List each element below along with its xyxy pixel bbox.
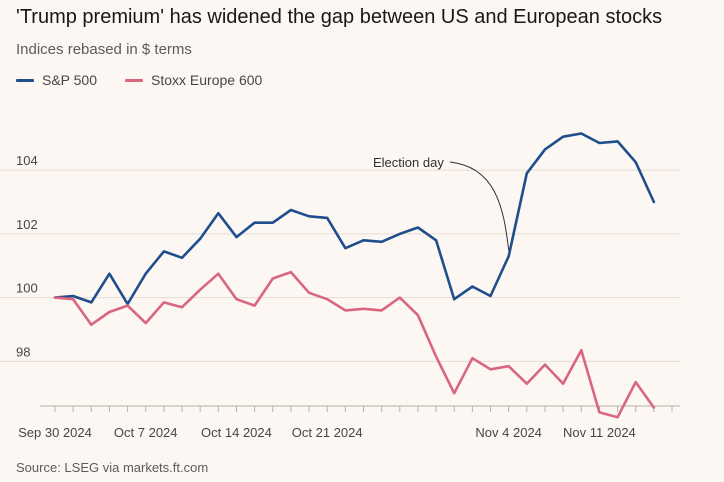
- annotations: Election day: [373, 155, 510, 251]
- gridlines: [0, 169, 680, 362]
- x-tick-label-2024-10-14: Oct 14 2024: [201, 425, 272, 440]
- series-line-stoxx600: [53, 270, 656, 419]
- y-tick-labels: 98 100 102 104: [16, 153, 38, 359]
- annotation-leader-election-day: [449, 161, 510, 251]
- x-tick-label-2024-10-07: Oct 7 2024: [114, 425, 178, 440]
- y-tick-label-104: 104: [16, 153, 38, 168]
- y-tick-label-100: 100: [16, 281, 38, 296]
- annotation-label-election-day: Election day: [373, 155, 444, 170]
- x-tick-label-2024-09-30: Sep 30 2024: [18, 425, 92, 440]
- source-note: Source: LSEG via markets.ft.com: [16, 460, 209, 475]
- x-tick-label-2024-10-21: Oct 21 2024: [292, 425, 363, 440]
- legend-item-sp500: S&P 500: [16, 72, 97, 88]
- x-tick-label-2024-11-04: Nov 4 2024: [475, 425, 542, 440]
- series-line-sp500: [53, 132, 656, 306]
- legend-label-sp500: S&P 500: [42, 72, 98, 88]
- series-lines: [53, 132, 656, 419]
- legend-item-stoxx600: Stoxx Europe 600: [125, 72, 262, 88]
- chart-subtitle: Indices rebased in $ terms: [16, 41, 192, 58]
- y-tick-label-102: 102: [16, 217, 38, 232]
- x-axis: Sep 30 2024 Oct 7 2024 Oct 14 2024 Oct 21 2…: [18, 405, 680, 440]
- chart-title: 'Trump premium' has widened the gap betw…: [16, 6, 663, 28]
- legend-label-stoxx600: Stoxx Europe 600: [151, 72, 263, 88]
- legend: S&P 500 Stoxx Europe 600: [16, 72, 290, 88]
- y-tick-label-98: 98: [16, 344, 30, 359]
- legend-swatch-stoxx600: [125, 78, 144, 82]
- legend-swatch-sp500: [16, 78, 34, 82]
- x-tick-label-2024-11-11: Nov 11 2024: [563, 425, 636, 440]
